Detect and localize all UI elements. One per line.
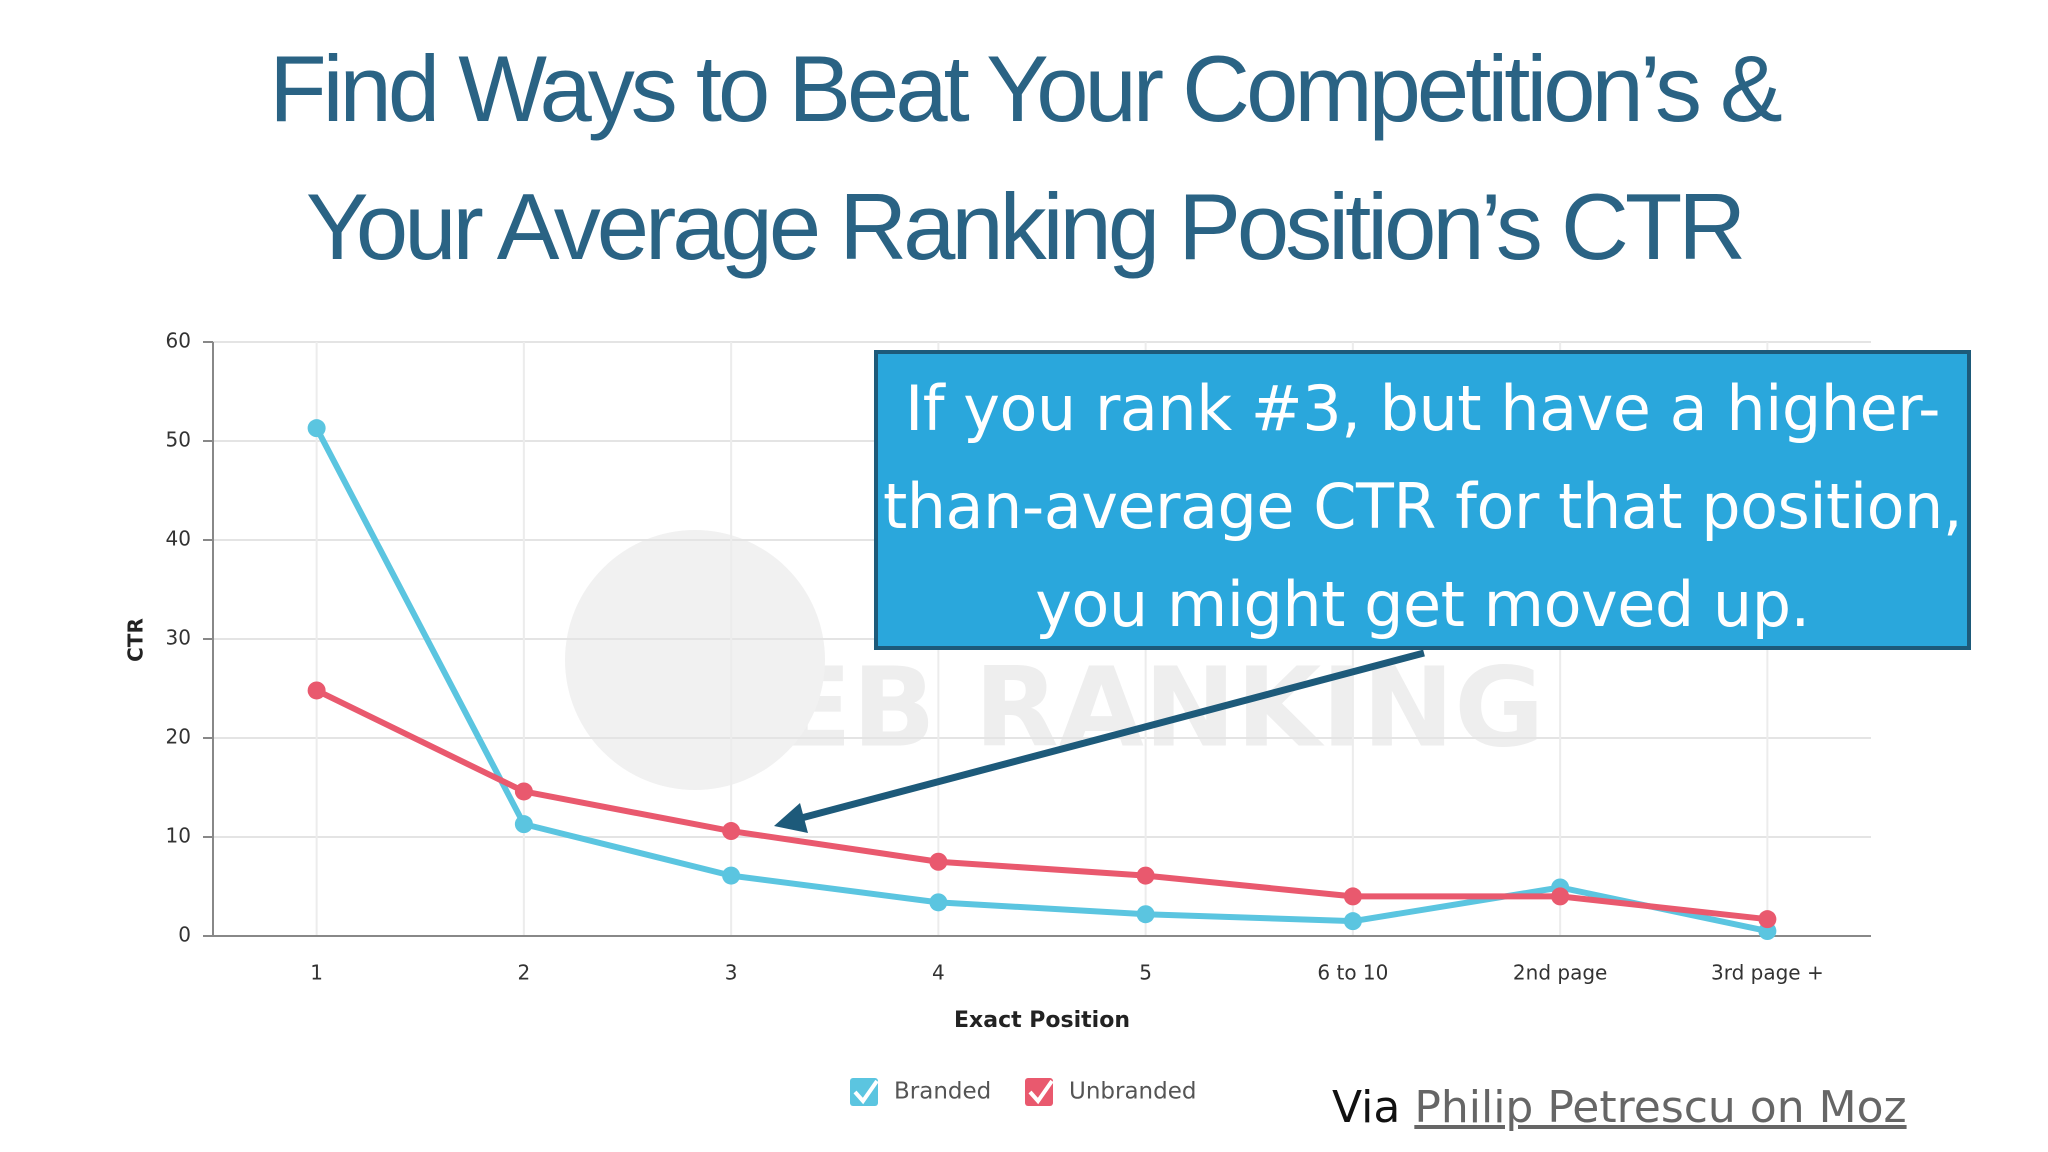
data-point xyxy=(1551,887,1570,906)
y-tick-label: 60 xyxy=(166,329,191,353)
x-tick-label: 5 xyxy=(1139,961,1152,985)
y-tick-label: 40 xyxy=(166,527,191,551)
x-tick-label: 2 xyxy=(518,961,531,985)
callout-arrowhead xyxy=(774,803,808,833)
callout-arrow xyxy=(789,649,1425,825)
legend-label: Unbranded xyxy=(1069,1079,1197,1105)
legend-check xyxy=(853,1079,879,1105)
series-line xyxy=(315,687,1768,923)
y-tick-label: 50 xyxy=(166,428,191,452)
x-tick-label: 3rd page + xyxy=(1711,961,1824,985)
y-tick-label: 0 xyxy=(178,923,191,947)
data-point xyxy=(1343,887,1362,906)
source: Via Philip Petrescu on Moz xyxy=(1332,1082,1907,1133)
legend-box xyxy=(1025,1078,1053,1106)
y-axis-label: CTR xyxy=(124,618,148,662)
data-point xyxy=(1758,910,1777,929)
legend-box xyxy=(850,1078,878,1106)
y-tick-label: 10 xyxy=(166,824,191,848)
x-tick-label: 2nd page xyxy=(1513,961,1607,985)
data-point xyxy=(929,852,948,871)
data-point xyxy=(514,815,533,834)
y-tick-label: 30 xyxy=(166,626,191,650)
data-point xyxy=(1136,866,1155,885)
callout: If you rank #3, but have a higher-than-a… xyxy=(874,350,1971,650)
legend-label: Branded xyxy=(894,1079,991,1105)
x-tick-label: 3 xyxy=(725,961,738,985)
series-line xyxy=(313,426,1768,934)
watermark-globe xyxy=(565,530,825,790)
y-tick-label: 20 xyxy=(166,725,191,749)
data-point xyxy=(722,822,741,841)
x-tick-label: 4 xyxy=(932,961,945,985)
x-axis-label: Exact Position xyxy=(954,1008,1130,1033)
data-point xyxy=(1136,905,1155,924)
source-link[interactable]: Philip Petrescu on Moz xyxy=(1414,1082,1907,1133)
data-point xyxy=(307,681,326,700)
data-point xyxy=(514,782,533,801)
slide-title: Find Ways to Beat Your Competition’s & Y… xyxy=(269,36,1783,279)
data-point xyxy=(929,893,948,912)
source-prefix: Via xyxy=(1332,1082,1401,1133)
x-tick-label: 1 xyxy=(310,961,323,985)
legend-check xyxy=(1028,1079,1054,1105)
x-tick-label: 6 to 10 xyxy=(1317,961,1388,985)
data-point xyxy=(722,866,741,885)
data-point xyxy=(1343,912,1362,931)
data-point xyxy=(307,419,326,438)
